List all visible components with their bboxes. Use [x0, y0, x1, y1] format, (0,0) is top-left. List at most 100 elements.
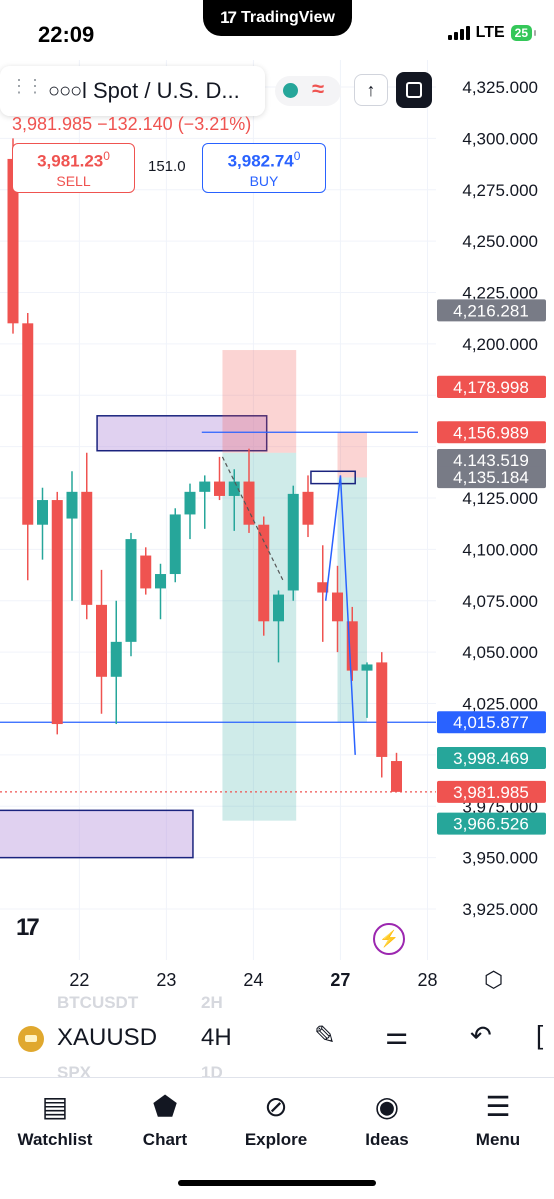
drawing-pen-icon[interactable]: ✎	[314, 1020, 336, 1050]
candle-body[interactable]	[66, 491, 78, 519]
x-tick-label: 22	[69, 970, 89, 990]
arrow-up-icon: ↑	[366, 79, 376, 100]
candle-body[interactable]	[22, 323, 34, 525]
share-arrow-button[interactable]: ↑	[354, 74, 388, 106]
price-label-bg	[437, 448, 546, 471]
demand-box-zone	[96, 415, 268, 452]
y-tick-label: 4,075.000	[462, 592, 538, 611]
y-tick-label: 4,200.000	[462, 335, 538, 354]
price-label: 3,998.469	[453, 749, 529, 768]
chart-canvas[interactable]: 4,325.000 4,300.000 4,275.000 4,250.000 4,22…	[0, 60, 554, 1010]
candle-body[interactable]	[155, 574, 166, 589]
x-tick-label: 27	[330, 970, 350, 990]
buy-label: BUY	[249, 172, 279, 189]
more-tools-icon[interactable]: [	[536, 1020, 544, 1050]
candle-body[interactable]	[81, 491, 93, 605]
chart-settings-icon[interactable]: ⬡	[484, 967, 504, 992]
nav-label: Ideas	[365, 1130, 409, 1149]
price-label-bg	[437, 747, 546, 770]
candle-body[interactable]	[228, 481, 240, 496]
nav-chart[interactable]: ⬟ Chart	[110, 1086, 220, 1150]
candle-body[interactable]	[391, 761, 402, 792]
sell-label: SELL	[56, 172, 91, 189]
symbol-title[interactable]: l Spot / U.S. D...	[82, 78, 240, 103]
candle-body[interactable]	[273, 594, 284, 622]
buy-price-sup: 0	[293, 149, 301, 163]
undo-icon[interactable]: ↶	[470, 1020, 492, 1050]
nav-ideas[interactable]: ◉ Ideas	[332, 1086, 442, 1150]
nav-watchlist[interactable]: ▤ Watchlist	[0, 1086, 110, 1150]
indicators-sliders-icon[interactable]: ⚌	[385, 1020, 409, 1050]
menu-icon: ☰	[485, 1090, 511, 1122]
price-label: 4,143.519	[453, 451, 529, 470]
signal-icon	[447, 26, 470, 40]
candle-body[interactable]	[7, 158, 19, 324]
fullscreen-button[interactable]	[396, 72, 432, 108]
candle-body[interactable]	[317, 582, 329, 593]
candle-body[interactable]	[214, 481, 225, 496]
y-tick-label: 4,225.000	[462, 284, 538, 303]
candle-body[interactable]	[169, 514, 181, 575]
candle-body[interactable]	[51, 500, 63, 725]
zigzag-path	[324, 475, 356, 755]
status-time: 22:09	[38, 22, 95, 47]
candle-body[interactable]	[140, 555, 152, 589]
buy-price: 3,982.74	[227, 151, 294, 171]
network-label: LTE	[475, 24, 505, 41]
home-indicator	[178, 1180, 376, 1186]
buy-button[interactable]: 3,982.740 BUY	[202, 143, 326, 193]
sell-price-sup: 0	[103, 149, 110, 163]
flash-icon[interactable]: ⚡	[373, 923, 405, 955]
interval-selector[interactable]: 4H	[201, 1024, 232, 1051]
price-chart[interactable]: 4,325.000 4,300.000 4,275.000 4,250.000 4,22…	[0, 60, 554, 1010]
nav-label: Menu	[475, 1130, 521, 1149]
plot-area[interactable]	[0, 60, 436, 1010]
candle-body[interactable]	[37, 500, 48, 525]
candle-body[interactable]	[361, 664, 373, 671]
nav-explore[interactable]: ⊘ Explore	[221, 1086, 331, 1150]
candle-body[interactable]	[376, 662, 388, 757]
gold-symbol-icon	[18, 1026, 44, 1052]
price-label: 4,135.184	[453, 468, 529, 487]
drag-handle-icon[interactable]: ⋮⋮	[10, 77, 44, 95]
symbol-selector[interactable]: XAUUSD	[57, 1024, 158, 1051]
candle-body[interactable]	[302, 491, 314, 525]
tradingview-pill-label: TradingView	[240, 9, 335, 26]
candle-body[interactable]	[125, 539, 137, 642]
y-tick-label: 4,250.000	[462, 232, 538, 251]
candle-body[interactable]	[332, 592, 343, 622]
compass-icon: ⊘	[264, 1090, 288, 1122]
candle-body[interactable]	[258, 524, 270, 622]
nav-menu[interactable]: ☰ Menu	[443, 1086, 553, 1150]
candle-body[interactable]	[287, 493, 299, 591]
annotation-box	[310, 470, 356, 485]
symbol-panel[interactable]	[0, 66, 265, 116]
y-tick-label: 4,125.000	[462, 489, 538, 508]
stop-zone	[337, 432, 367, 478]
candle-body[interactable]	[346, 621, 358, 671]
candle-body[interactable]	[199, 481, 211, 492]
y-tick-label: 4,050.000	[462, 643, 538, 662]
fullscreen-icon	[406, 82, 422, 98]
bottom-navigation	[0, 1077, 554, 1199]
price-label-bg	[437, 466, 546, 489]
price-label-bg	[437, 780, 546, 803]
chart-icon: ⬟	[152, 1090, 178, 1122]
price-change-pct: (−3.21%)	[177, 114, 252, 134]
nav-label: Explore	[244, 1130, 308, 1149]
candle-body[interactable]	[184, 491, 196, 515]
price-label: 3,981.985	[453, 783, 529, 802]
tradingview-logo-icon: 17	[220, 8, 237, 27]
candle-body[interactable]	[243, 481, 255, 525]
candle-body[interactable]	[96, 604, 107, 677]
demand-box-zone	[0, 809, 194, 859]
nav-label: Chart	[142, 1130, 188, 1149]
y-tick-label: 3,925.000	[462, 900, 538, 919]
price-label-bg	[437, 812, 546, 835]
chart-toolbar	[0, 995, 554, 1077]
more-options-icon[interactable]: ○○○	[48, 80, 82, 102]
compare-wave-icon[interactable]: ≈	[312, 76, 325, 101]
sell-button[interactable]: 3,981.230 SELL	[12, 143, 135, 193]
y-tick-label: 4,275.000	[462, 181, 538, 200]
candle-body[interactable]	[110, 641, 122, 677]
